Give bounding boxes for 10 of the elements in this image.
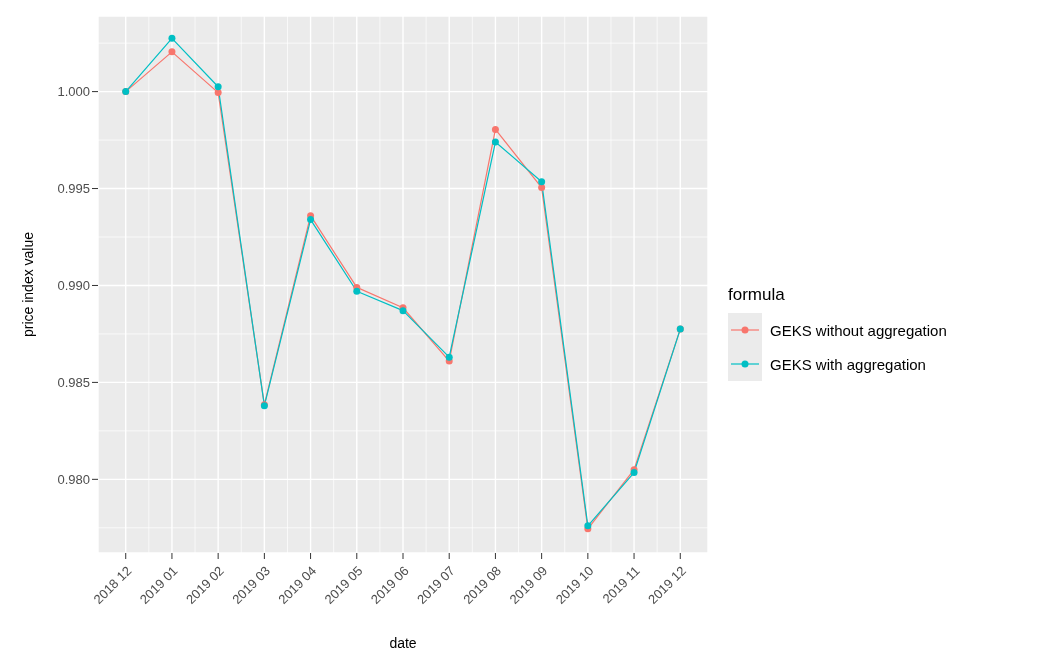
y-tick-label: 0.985 xyxy=(57,375,90,391)
y-axis-title: price index value xyxy=(19,231,36,338)
legend-title: formula xyxy=(728,285,786,305)
y-tick-label: 0.980 xyxy=(57,471,90,487)
legend-label: GEKS with aggregation xyxy=(770,355,926,373)
y-tick-label: 0.995 xyxy=(57,181,90,197)
y-tick-label: 1.000 xyxy=(57,84,90,100)
legend-label: GEKS without aggregation xyxy=(770,321,947,339)
x-axis-title: date xyxy=(389,635,417,651)
y-tick-label: 0.990 xyxy=(57,278,90,294)
